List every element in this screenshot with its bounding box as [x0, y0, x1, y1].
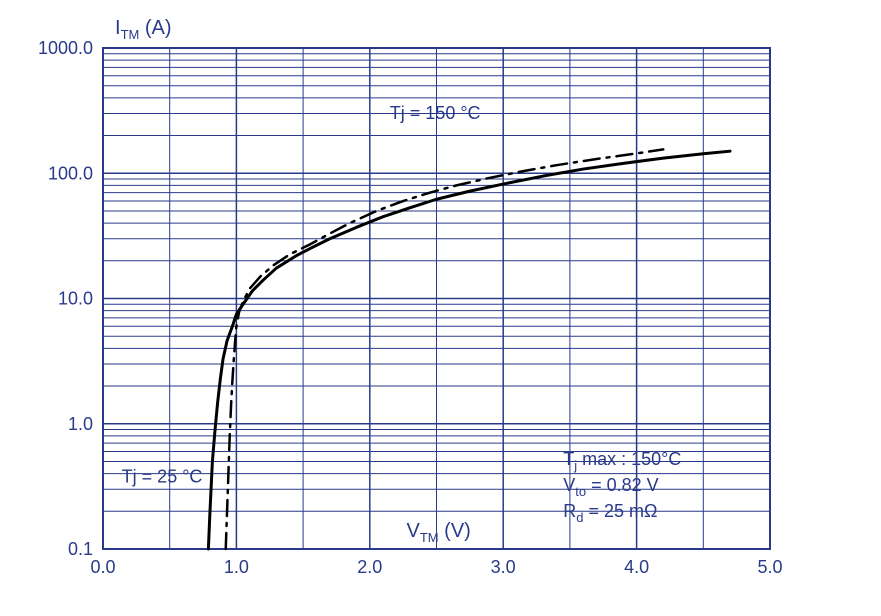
y-tick-label: 100.0 — [48, 163, 93, 183]
x-axis-title: VTM (V) — [407, 520, 471, 545]
x-tick-label: 3.0 — [491, 557, 516, 577]
y-tick-label: 1.0 — [68, 414, 93, 434]
curve-label-Tj_25C: Tj = 25 °C — [122, 466, 203, 486]
x-tick-label: 1.0 — [224, 557, 249, 577]
chart-container: 0.11.010.0100.01000.00.01.02.03.04.05.0I… — [0, 0, 881, 616]
x-tick-label: 2.0 — [357, 557, 382, 577]
curve-label-Tj_150C: Tj = 150 °C — [390, 103, 481, 123]
x-tick-label: 0.0 — [90, 557, 115, 577]
x-tick-label: 5.0 — [757, 557, 782, 577]
itm-vtm-chart: 0.11.010.0100.01000.00.01.02.03.04.05.0I… — [0, 0, 881, 616]
y-tick-label: 1000.0 — [38, 38, 93, 58]
y-tick-label: 10.0 — [58, 289, 93, 309]
y-tick-label: 0.1 — [68, 539, 93, 559]
x-tick-label: 4.0 — [624, 557, 649, 577]
